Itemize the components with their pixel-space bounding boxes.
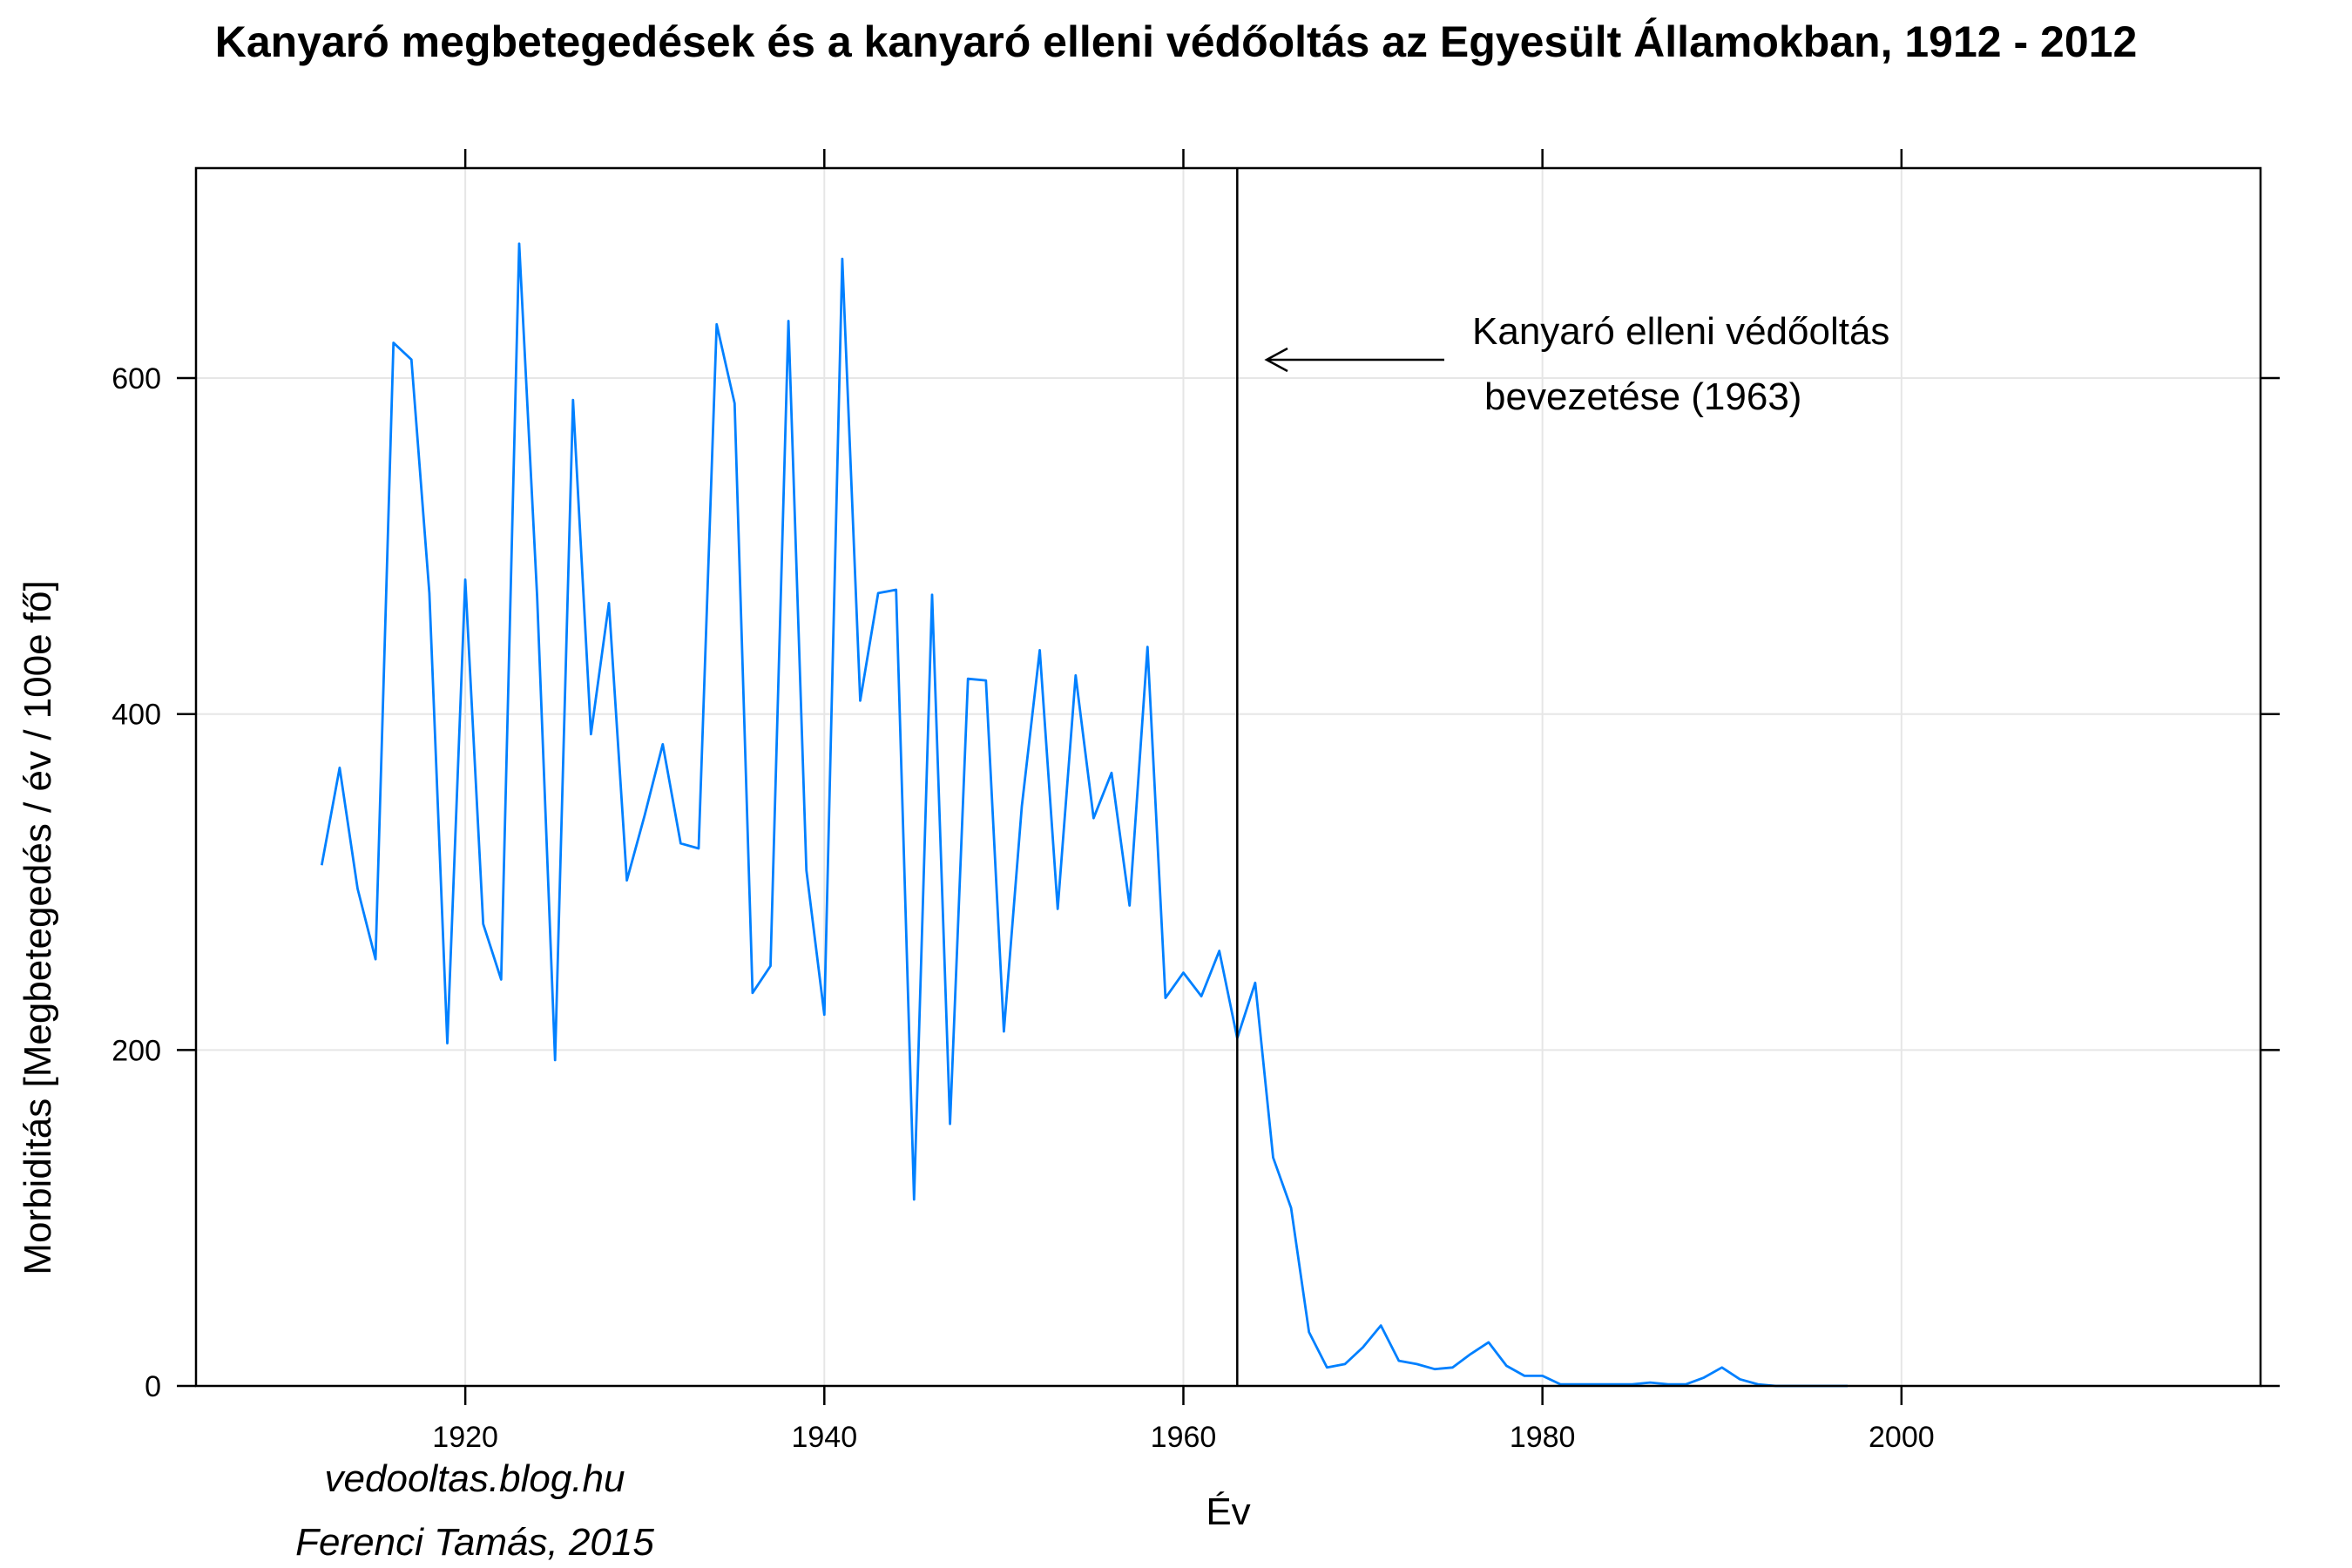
plot-frame <box>194 166 2262 1388</box>
y-tick-label: 0 <box>145 1370 161 1403</box>
y-tick-label: 600 <box>112 362 161 395</box>
chart-title: Kanyaró megbetegedések és a kanyaró elle… <box>215 17 2138 66</box>
credit-author: Ferenci Tamás, 2015 <box>295 1521 654 1564</box>
y-tick-label: 200 <box>112 1034 161 1067</box>
x-tick-label: 1940 <box>791 1421 857 1454</box>
annotation-line1: Kanyaró elleni védőoltás <box>1472 310 1889 353</box>
annotation-line2: bevezetése (1963) <box>1484 375 1801 418</box>
x-tick-label: 2000 <box>1869 1421 1935 1454</box>
axis-ticks: 1920 1940 1960 1980 2000 0 200 400 600 <box>112 149 2280 1454</box>
x-tick-label: 1980 <box>1510 1421 1576 1454</box>
series-line <box>320 242 1848 1388</box>
y-tick-label: 400 <box>112 699 161 732</box>
annotation-arrow <box>1264 347 1444 373</box>
credit-blog: vedooltas.blog.hu <box>325 1457 625 1500</box>
x-tick-label: 1960 <box>1151 1421 1217 1454</box>
x-tick-label: 1920 <box>432 1421 498 1454</box>
x-axis-label: Év <box>1206 1490 1250 1533</box>
y-axis-label: Morbiditás [Megbetegedés / év / 100e fő] <box>17 580 59 1274</box>
